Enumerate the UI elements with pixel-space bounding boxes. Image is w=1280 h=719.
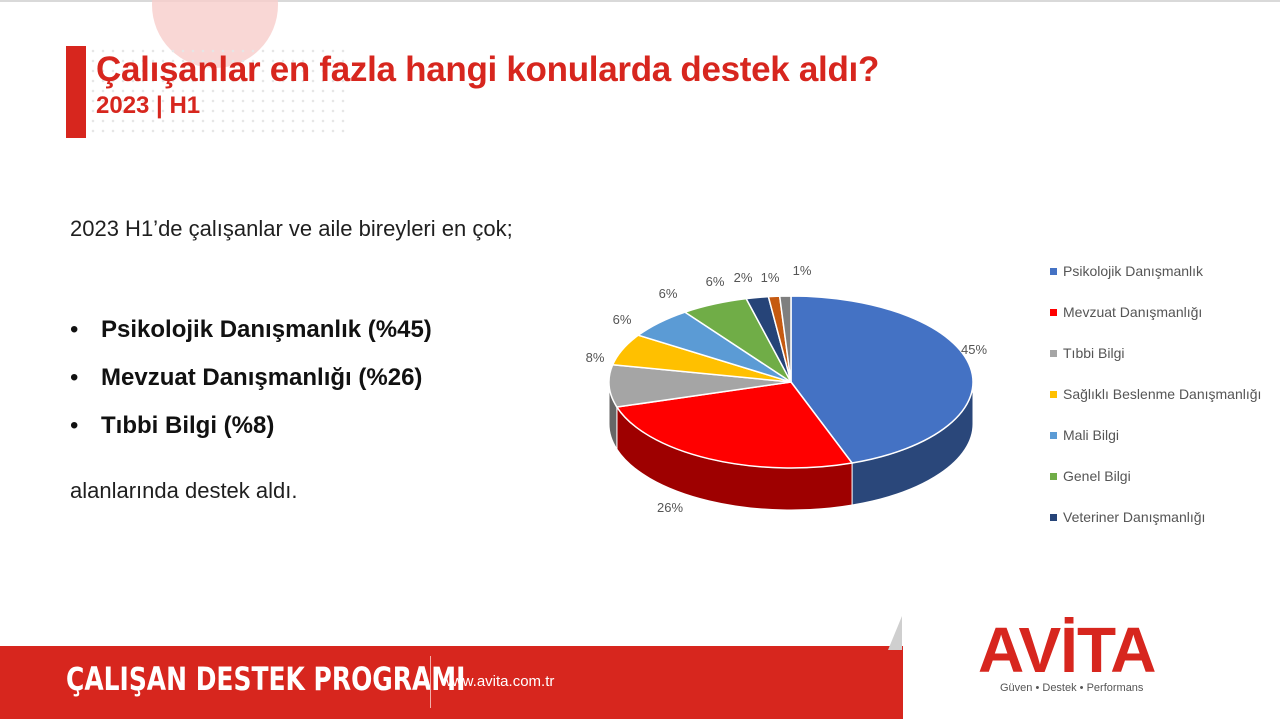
legend-item: Mali Bilgi: [1050, 424, 1270, 446]
legend-label: Psikolojik Danışmanlık: [1063, 263, 1204, 279]
legend-swatch: [1050, 391, 1057, 398]
closing-text: alanlarında destek aldı.: [70, 478, 298, 503]
data-label-8: 1%: [793, 263, 812, 278]
data-label-2: 8%: [586, 350, 605, 365]
highlight-text: Mevzuat Danışmanlığı (%26): [101, 364, 423, 391]
legend-swatch: [1050, 514, 1057, 521]
legend-swatch: [1050, 432, 1057, 439]
legend-item: Mevzuat Danışmanlığı: [1050, 301, 1270, 323]
page-title: Çalışanlar en fazla hangi konularda dest…: [96, 50, 880, 89]
legend-swatch: [1050, 350, 1057, 357]
legend-item: Genel Bilgi: [1050, 465, 1270, 487]
data-label-1: 26%: [657, 500, 683, 515]
legend-item: Tıbbi Bilgi: [1050, 342, 1270, 364]
data-label-4: 6%: [659, 286, 678, 301]
top-divider: [0, 0, 1280, 2]
legend-label: Sağlıklı Beslenme Danışmanlığı: [1063, 386, 1262, 402]
data-label-0: 45%: [961, 342, 987, 357]
legend-swatch: [1050, 268, 1057, 275]
highlight-item: • Tıbbi Bilgi (%8): [70, 408, 432, 456]
legend-item: Sağlıklı Beslenme Danışmanlığı: [1050, 383, 1270, 405]
website-link[interactable]: www.avita.com.tr: [441, 673, 555, 690]
bullet-icon: •: [70, 316, 79, 343]
logo-panel: [903, 612, 1280, 719]
legend-label: Mali Bilgi: [1063, 427, 1120, 443]
decorative-dot-grid: [88, 46, 348, 138]
legend-item: Veteriner Danışmanlığı: [1050, 506, 1270, 528]
legend-label: Veteriner Danışmanlığı: [1063, 509, 1206, 525]
logo-tagline: Güven • Destek • Performans: [1000, 682, 1144, 694]
bullet-icon: •: [70, 412, 79, 439]
page-subtitle: 2023 | H1: [96, 92, 201, 119]
pie-slice-1: [615, 381, 854, 469]
highlight-list: • Psikolojik Danışmanlık (%45) • Mevzuat D…: [70, 312, 432, 456]
pie-slice-0: [790, 295, 974, 464]
data-label-6: 2%: [734, 270, 753, 285]
highlight-item: • Mevzuat Danışmanlığı (%26): [70, 360, 432, 408]
legend-item: Psikolojik Danışmanlık: [1050, 260, 1270, 282]
program-name: ÇALIŞAN DESTEK PROGRAMI: [66, 660, 466, 698]
highlight-item: • Psikolojik Danışmanlık (%45): [70, 312, 432, 360]
legend-label: Tıbbi Bilgi: [1063, 345, 1125, 361]
data-label-7: 1%: [761, 270, 780, 285]
logo-panel-shadow: [888, 616, 902, 650]
data-label-5: 6%: [706, 274, 725, 289]
intro-text: 2023 H1’de çalışanlar ve aile bireyleri …: [70, 216, 513, 241]
legend-label: Genel Bilgi: [1063, 468, 1131, 484]
highlight-text: Psikolojik Danışmanlık (%45): [101, 316, 432, 343]
legend-swatch: [1050, 473, 1057, 480]
footer-divider: [430, 656, 431, 708]
pie-slice-2: [608, 363, 792, 408]
bullet-icon: •: [70, 364, 79, 391]
pie-slice-8: [778, 295, 792, 383]
avita-logo: AVİTA: [978, 614, 1156, 686]
highlight-text: Tıbbi Bilgi (%8): [101, 412, 275, 439]
data-label-3: 6%: [613, 312, 632, 327]
title-accent-bar: [66, 46, 86, 138]
pie-chart: 45% 26% 8% 6% 6% 6% 2% 1% 1%: [586, 263, 988, 515]
legend-swatch: [1050, 309, 1057, 316]
legend-label: Mevzuat Danışmanlığı: [1063, 304, 1203, 320]
